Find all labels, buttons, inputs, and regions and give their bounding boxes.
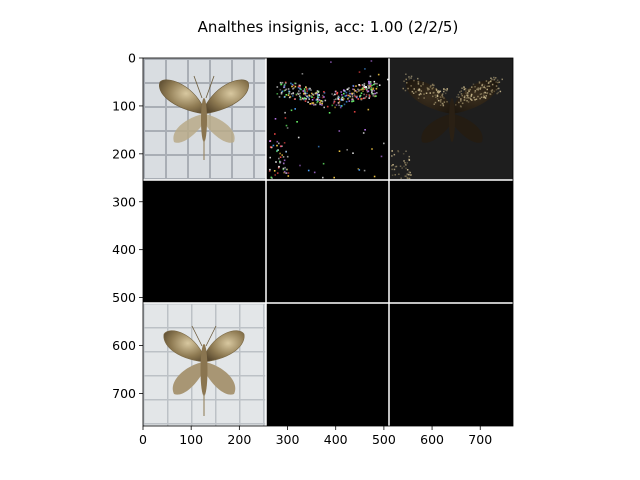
axes-frame — [142, 57, 514, 427]
cell-moth-photo-light — [143, 303, 266, 426]
y-tick-label: 100 — [112, 98, 136, 113]
cell-masked-moth — [389, 58, 513, 180]
x-tick-label: 600 — [420, 432, 444, 447]
cell-black-r1c2 — [389, 180, 513, 303]
x-tick-label: 500 — [372, 432, 396, 447]
cell-black-r1c1 — [266, 180, 389, 303]
y-axis: 0 100 200 300 400 500 600 700 — [112, 51, 143, 401]
x-tick-label: 0 — [139, 432, 147, 447]
y-tick-label: 600 — [112, 338, 136, 353]
chart-title: Analthes insignis, acc: 1.00 (2/2/5) — [198, 18, 459, 36]
y-tick-label: 0 — [128, 51, 136, 66]
cell-attribution-noise — [266, 58, 389, 180]
y-tick-label: 500 — [112, 290, 136, 305]
cell-black-r1c0 — [143, 180, 266, 303]
plot-area — [142, 57, 514, 427]
cell-moth-photo — [143, 58, 266, 180]
y-tick-label: 300 — [112, 194, 136, 209]
y-tick-label: 200 — [112, 146, 136, 161]
x-tick-label: 300 — [276, 432, 300, 447]
cell-black-r2c2 — [389, 303, 513, 426]
x-tick-label: 400 — [324, 432, 348, 447]
x-tick-label: 200 — [227, 432, 251, 447]
y-tick-label: 700 — [112, 386, 136, 401]
x-tick-label: 100 — [179, 432, 203, 447]
cell-black-r2c1 — [266, 303, 389, 426]
x-axis: 0 100 200 300 400 500 600 700 — [139, 426, 492, 447]
y-tick-label: 400 — [112, 242, 136, 257]
x-tick-label: 700 — [468, 432, 492, 447]
